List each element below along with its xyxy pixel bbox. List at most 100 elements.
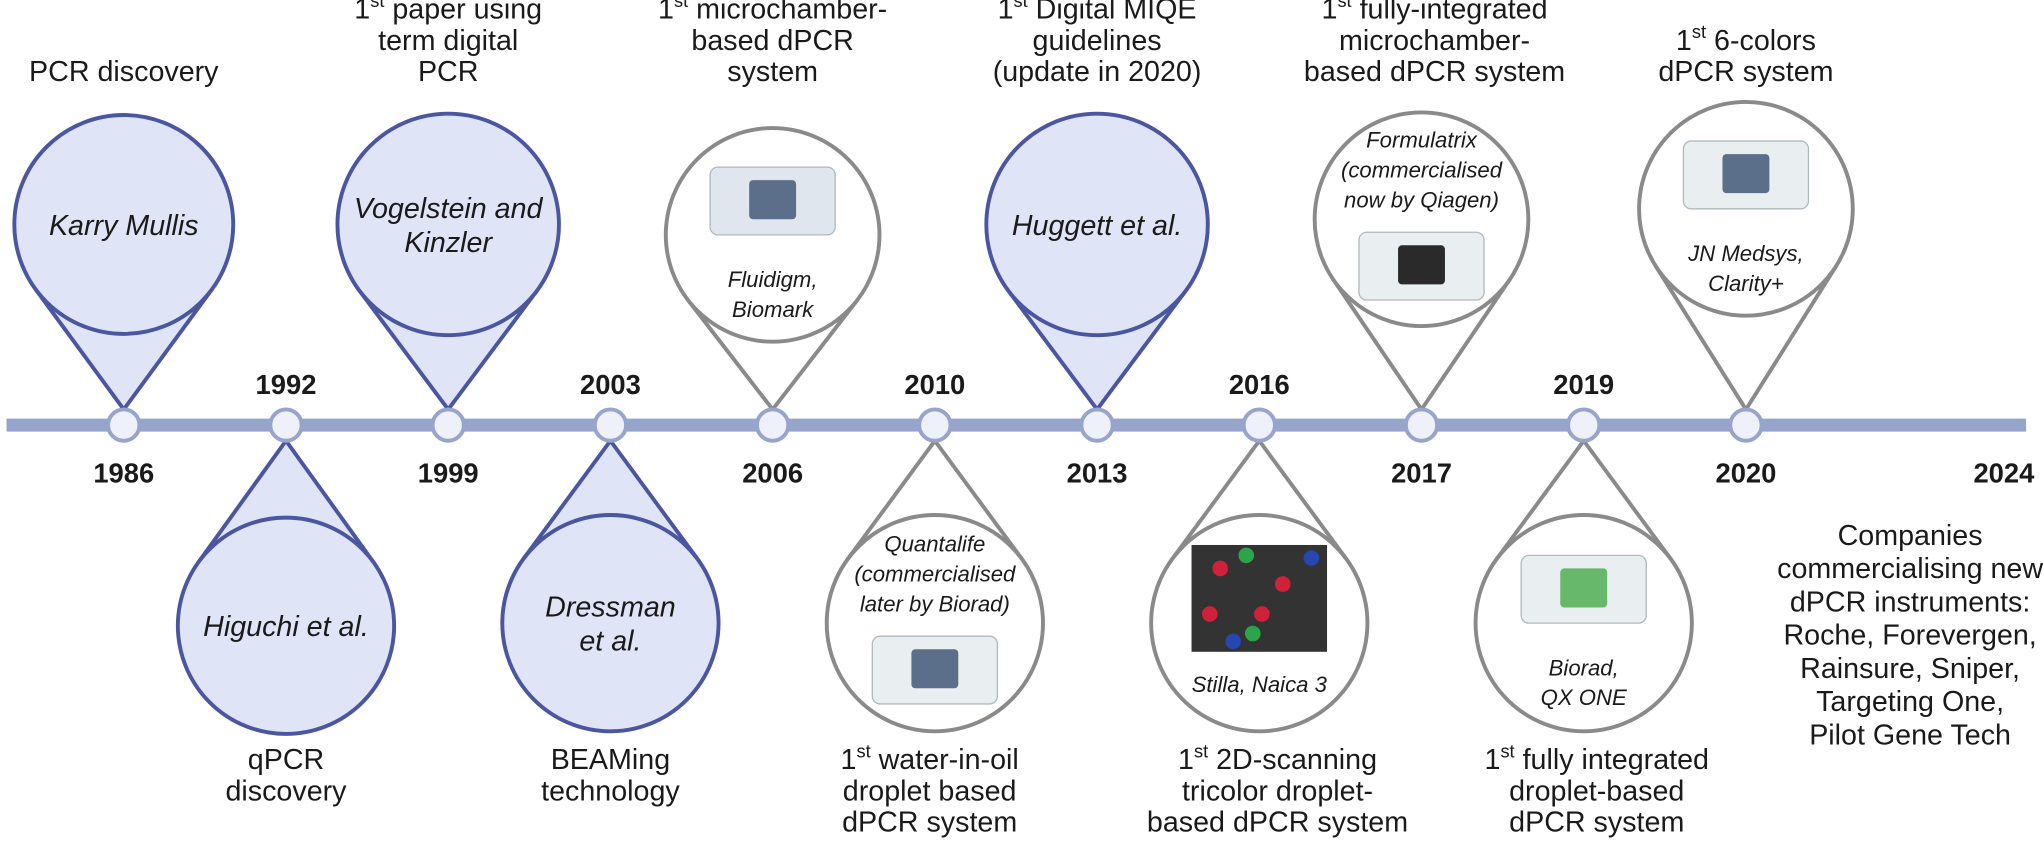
year-label: 2019 [1553, 369, 1614, 400]
ordinal-suffix: st [370, 0, 384, 11]
ordinal-suffix: st [1194, 740, 1208, 761]
ordinal-suffix: st [1500, 740, 1514, 761]
bubble-text: Kinzler [404, 227, 493, 259]
timeline-node [1241, 407, 1277, 443]
bubble-text: Huggett et al. [1012, 210, 1182, 242]
caption-text: fully integrated [1515, 744, 1709, 776]
timeline-node [1079, 407, 1115, 443]
end-note: Companies [1838, 520, 1983, 552]
ordinal-suffix: st [856, 740, 870, 761]
bubble-text: Vogelstein and [354, 193, 544, 225]
caption: (update in 2020) [993, 56, 1202, 88]
device-illustration [1682, 140, 1810, 210]
bubble-text: Biomark [732, 297, 814, 322]
caption-text: droplet based [843, 775, 1017, 807]
ordinal: 1 [658, 0, 674, 26]
caption: 1st microchamber- [658, 0, 887, 26]
device-illustration [709, 166, 836, 236]
bubble-text: Fluidigm, [728, 267, 818, 292]
year-label: 1986 [93, 457, 154, 488]
caption-text: BEAMing [551, 744, 670, 776]
timeline-node [917, 407, 953, 443]
caption-text: 6-colors [1706, 25, 1816, 57]
year-label: 2010 [904, 369, 965, 400]
bubble-text: Karry Mullis [49, 210, 199, 242]
caption-text: paper using [384, 0, 542, 26]
caption: BEAMing [551, 744, 670, 776]
year-label: 2006 [742, 457, 803, 488]
caption: droplet-based [1509, 775, 1684, 807]
caption: PCR discovery [29, 56, 219, 88]
bubble [335, 111, 561, 338]
ordinal: 1 [1485, 744, 1501, 776]
bubble-text: Dressman [545, 592, 676, 624]
timeline-axis [6, 418, 2027, 432]
device-detail [1560, 568, 1608, 608]
timeline-node [430, 407, 466, 443]
timeline-node [755, 407, 791, 443]
caption-text: system [727, 56, 818, 88]
timeline-node [106, 407, 142, 443]
bubble-text: QX ONE [1541, 685, 1627, 710]
caption: microchamber- [1339, 25, 1530, 57]
caption: system [727, 56, 818, 88]
timeline-node [1728, 407, 1764, 443]
timeline-node [268, 407, 304, 443]
caption-text: microchamber- [688, 0, 887, 26]
caption: dPCR system [842, 807, 1017, 839]
caption: dPCR system [1509, 807, 1684, 839]
year-label: 2013 [1067, 457, 1128, 488]
device-illustration [1358, 231, 1485, 301]
ordinal-suffix: st [1337, 0, 1351, 11]
bubble-text: Formulatrix [1366, 128, 1478, 153]
bubble-text: Quantalife [884, 531, 985, 556]
bubble-text: et al. [579, 626, 641, 658]
device-illustration [1520, 554, 1647, 624]
bubble [12, 113, 236, 336]
caption-text: based dPCR system [1147, 807, 1408, 839]
ordinal: 1 [841, 744, 857, 776]
year-label: 2003 [580, 369, 641, 400]
ordinal-suffix: st [674, 0, 688, 11]
caption: 1st Digital MIQE [998, 0, 1197, 26]
caption-text: fully-integrated [1352, 0, 1548, 26]
end-note: Targeting One, [1816, 686, 2004, 718]
caption-text: based dPCR system [1304, 56, 1565, 88]
caption: 1st water-in-oil [841, 740, 1019, 776]
droplet [1254, 606, 1270, 622]
droplet [1225, 633, 1242, 650]
year-label: 2020 [1715, 457, 1776, 488]
timeline-node [1566, 407, 1602, 443]
bubble-text: JN Medsys, [1687, 241, 1804, 266]
caption-text: microchamber- [1339, 25, 1530, 57]
caption: dPCR system [1658, 56, 1833, 88]
year-label: 1999 [418, 457, 479, 488]
caption: based dPCR system [1147, 807, 1408, 839]
bubble-text: later by Biorad) [860, 591, 1010, 616]
ordinal: 1 [998, 0, 1014, 26]
droplet [1274, 576, 1291, 592]
caption: PCR [418, 56, 479, 88]
ordinal-suffix: st [1692, 21, 1706, 42]
bubble-text: (commercialised [854, 561, 1016, 586]
caption: 1st 2D-scanning [1178, 740, 1377, 776]
caption: qPCR [248, 744, 324, 776]
bubble [984, 111, 1210, 338]
caption-text: dPCR system [1658, 56, 1833, 88]
bubble-text: Higuchi et al. [203, 611, 369, 643]
droplet [1238, 547, 1255, 564]
caption: 1st fully-integrated [1322, 0, 1548, 26]
end-note: Roche, Forevergen, [1783, 620, 2036, 652]
timeline-node [592, 407, 629, 443]
caption-text: PCR discovery [29, 56, 219, 88]
caption: tricolor droplet- [1182, 775, 1373, 807]
bubble-text: Biorad, [1549, 655, 1619, 680]
bubble-text: Clarity+ [1708, 271, 1784, 296]
caption-text: dPCR system [842, 807, 1017, 839]
caption-text: water-in-oil [871, 744, 1019, 776]
caption: 1st paper using [354, 0, 542, 26]
device-detail [1398, 245, 1445, 285]
year-label: 1992 [256, 369, 317, 400]
droplet [1201, 606, 1218, 622]
